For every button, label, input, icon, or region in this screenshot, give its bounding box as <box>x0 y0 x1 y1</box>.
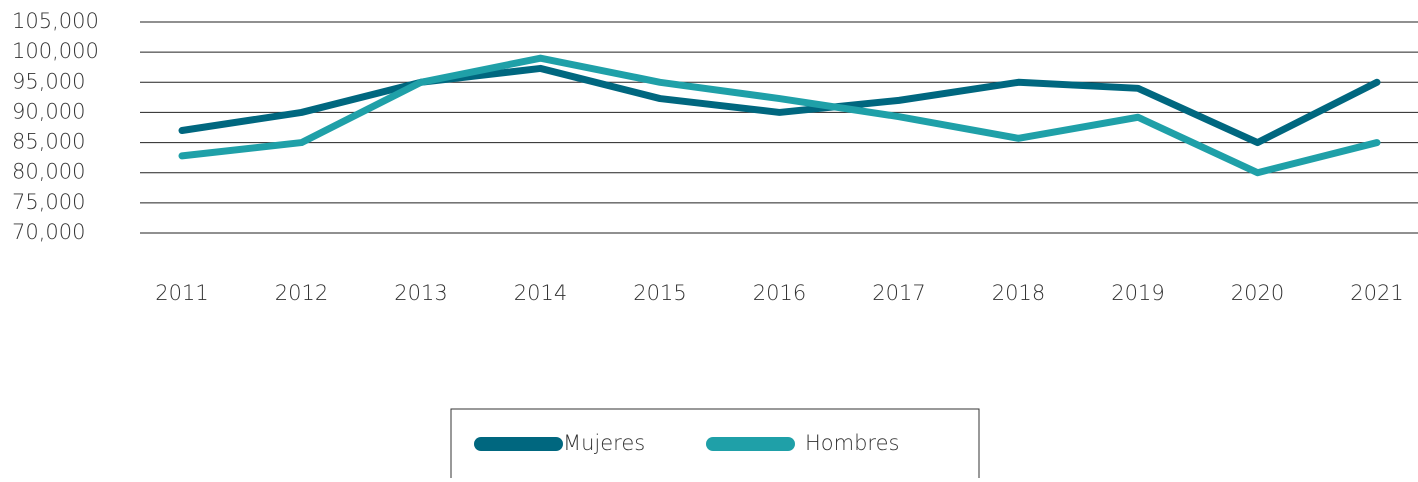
x-tick-label: 2011 <box>155 281 208 305</box>
y-tick-label: 85,000 <box>12 130 85 154</box>
x-tick-label: 2016 <box>753 281 806 305</box>
x-tick-label: 2020 <box>1231 281 1284 305</box>
legend-label: Mujeres <box>563 431 645 455</box>
y-tick-label: 70,000 <box>12 220 85 244</box>
x-tick-label: 2018 <box>992 281 1045 305</box>
y-tick-label: 105,000 <box>12 9 99 33</box>
line <box>178 54 1381 177</box>
y-tick-label: 95,000 <box>12 69 85 93</box>
x-tick-label: 2012 <box>275 281 328 305</box>
y-tick-label: 75,000 <box>12 190 85 214</box>
line <box>178 64 1381 147</box>
legend-label: Hombres <box>805 431 899 455</box>
x-tick-label: 2014 <box>514 281 567 305</box>
x-tick-label: 2019 <box>1111 281 1164 305</box>
x-tick-label: 2017 <box>872 281 925 305</box>
x-tick-label: 2013 <box>394 281 447 305</box>
x-tick-label: 2015 <box>633 281 686 305</box>
y-tick-label: 80,000 <box>12 160 85 184</box>
legend-box <box>450 408 980 482</box>
y-tick-label: 90,000 <box>12 99 85 123</box>
x-tick-label: 2021 <box>1350 281 1403 305</box>
y-tick-label: 100,000 <box>12 39 99 63</box>
